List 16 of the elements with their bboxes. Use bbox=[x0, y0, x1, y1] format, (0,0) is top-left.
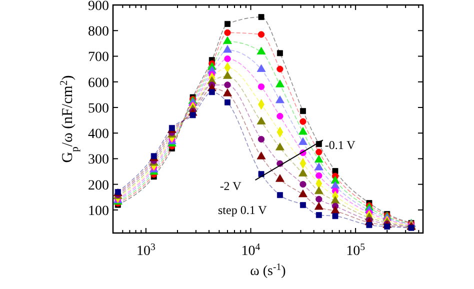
y-tick-label: 900 bbox=[88, 0, 109, 14]
x-tick-label: 10$^{3}$ bbox=[136, 242, 156, 259]
annotation: step 0.1 V bbox=[218, 203, 268, 217]
y-tick-label: 600 bbox=[88, 76, 109, 91]
x-tick-label: 10$^{4}$ bbox=[241, 242, 260, 259]
y-tick-label: 200 bbox=[88, 178, 109, 194]
y-tick-label: 800 bbox=[88, 24, 109, 40]
y-tick-label: 500 bbox=[88, 101, 109, 116]
x-axis-title: ω (s$^{-1}$) bbox=[250, 262, 286, 279]
y-tick-label: 700 bbox=[88, 50, 109, 66]
y-tick-label: 100 bbox=[88, 204, 109, 219]
y-tick-label: 300 bbox=[88, 152, 109, 168]
annotation: -2 V bbox=[220, 179, 242, 194]
y-tick-label: 400 bbox=[88, 127, 109, 142]
x-tick-label: 10$^{5}$ bbox=[346, 242, 366, 259]
annotation: -0.1 V bbox=[324, 138, 356, 152]
